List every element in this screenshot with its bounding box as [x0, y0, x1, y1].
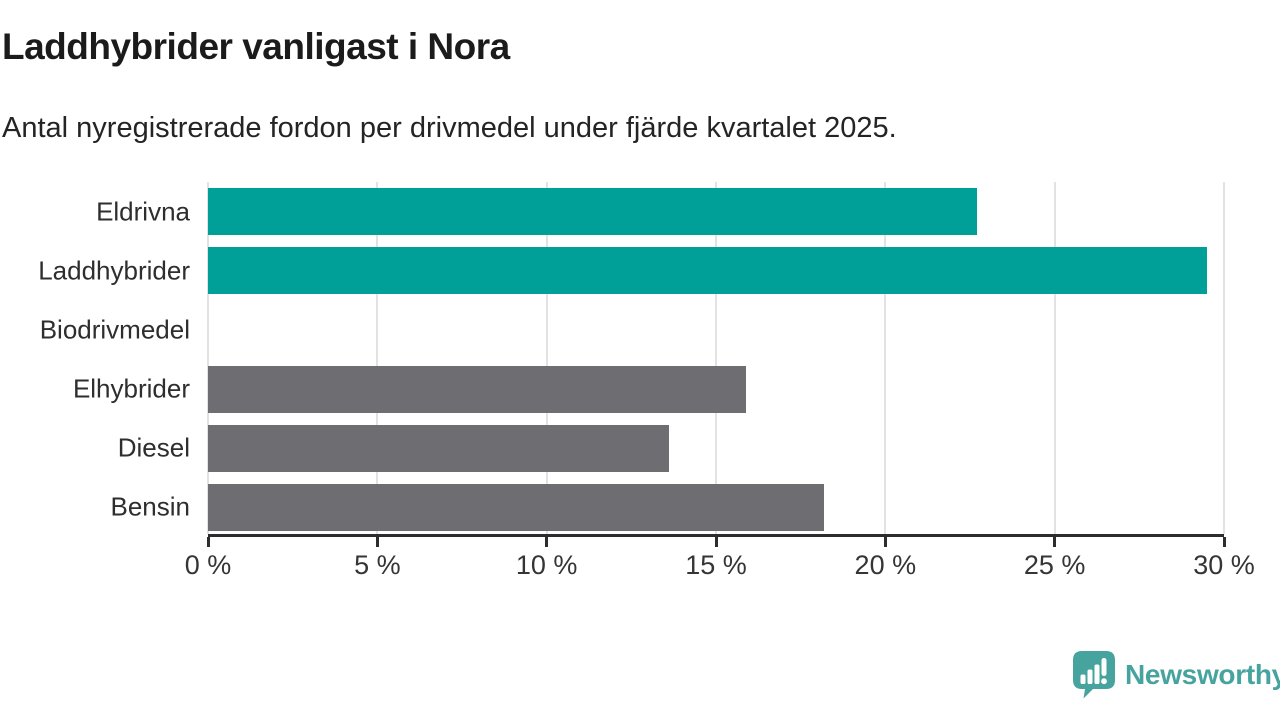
x-axis-tick	[1222, 537, 1226, 547]
x-tick-label: 5 %	[354, 550, 401, 580]
x-axis-tick	[375, 537, 379, 547]
gridline	[207, 182, 209, 534]
x-axis-tick	[545, 537, 549, 547]
gridline	[1053, 182, 1056, 534]
chart-title: Laddhybrider vanligast i Nora	[2, 26, 510, 67]
x-tick-label: 30 %	[1193, 550, 1255, 580]
newsworthy-wordmark: Newsworthy	[1125, 659, 1280, 690]
chart-subtitle: Antal nyregistrerade fordon per drivmede…	[2, 112, 897, 144]
x-tick-label: 15 %	[685, 550, 747, 580]
category-label: Biodrivmedel	[39, 314, 190, 345]
category-label: Bensin	[110, 491, 191, 522]
x-axis-tick	[206, 537, 210, 547]
x-axis-tick	[1053, 537, 1057, 547]
bar-diesel	[208, 424, 669, 472]
category-label: Elhybrider	[72, 373, 190, 404]
x-tick-label: 20 %	[854, 550, 917, 580]
speech-bubble-bar-chart-icon	[1073, 651, 1115, 699]
gridline	[545, 182, 548, 534]
bar-laddhybrider	[208, 247, 1208, 295]
category-label: Laddhybrider	[38, 255, 190, 286]
x-tick-label: 25 %	[1023, 550, 1086, 580]
newsworthy-logo: Newsworthy	[1072, 650, 1280, 700]
bar-elhybrider	[208, 365, 747, 413]
bar-bensin	[208, 483, 825, 531]
x-tick-label: 0 %	[184, 550, 232, 580]
gridline	[376, 182, 379, 534]
speech-bubble-shape	[1073, 651, 1115, 699]
x-axis-tick	[883, 537, 887, 547]
x-tick-label: 10 %	[515, 550, 578, 580]
gridline	[1223, 182, 1225, 534]
category-label: Diesel	[117, 432, 190, 463]
plot-area: 0 % 5 % 10 % 15 % 20 % 25 % 30 % Eldrivna Laddhy…	[38, 182, 1255, 580]
x-axis-tick	[714, 537, 718, 547]
bar-eldrivna	[208, 188, 977, 236]
gridline	[715, 182, 717, 534]
category-label: Eldrivna	[96, 196, 190, 227]
gridline	[884, 182, 887, 534]
